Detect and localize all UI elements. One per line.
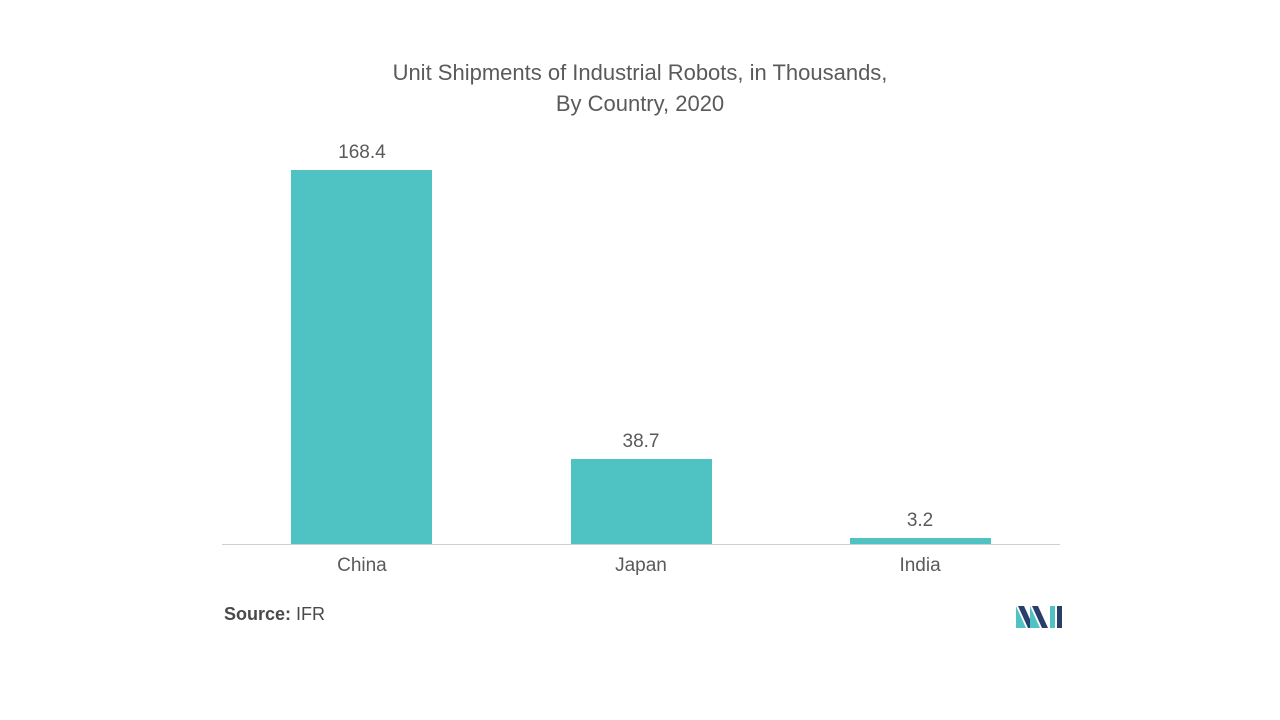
bar-group-china: 168.4 xyxy=(291,142,432,545)
category-label: India xyxy=(899,555,940,577)
source-label: Source: xyxy=(224,604,291,624)
bar xyxy=(571,459,712,545)
brand-logo xyxy=(1016,602,1062,628)
chart-title-line1: Unit Shipments of Industrial Robots, in … xyxy=(393,60,888,85)
x-axis-line xyxy=(222,544,1060,545)
source-attribution: Source: IFR xyxy=(224,604,325,625)
source-value: IFR xyxy=(296,604,325,624)
bar-value-label: 168.4 xyxy=(338,142,386,164)
bar-group-japan: 38.7 xyxy=(571,431,712,545)
bar-value-label: 3.2 xyxy=(907,510,933,532)
chart-plot-area: 168.438.73.2 xyxy=(222,170,1060,545)
logo-shape-5 xyxy=(1050,606,1055,628)
bar-group-india: 3.2 xyxy=(850,510,991,545)
chart-title: Unit Shipments of Industrial Robots, in … xyxy=(0,0,1280,120)
category-label: China xyxy=(337,555,387,577)
chart-title-line2: By Country, 2020 xyxy=(556,91,724,116)
category-label: Japan xyxy=(615,555,667,577)
x-axis-labels: China Japan India xyxy=(222,555,1060,585)
logo-shape-6 xyxy=(1057,606,1062,628)
bar xyxy=(291,170,432,545)
bar-value-label: 38.7 xyxy=(623,431,660,453)
